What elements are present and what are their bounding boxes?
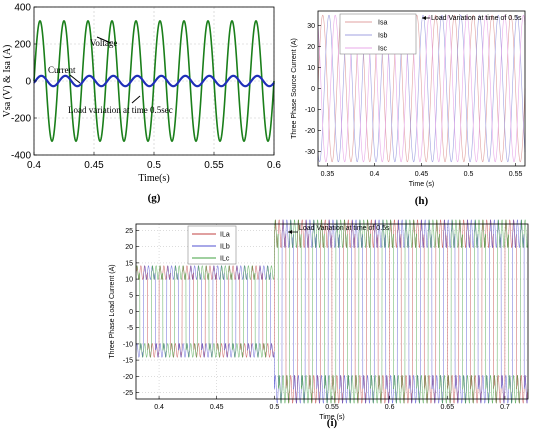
- y-tick-label: -30: [305, 149, 315, 156]
- x-tick-label: 0.55: [325, 404, 339, 411]
- y-tick-label: 30: [307, 23, 315, 30]
- x-tick-label: 0.4: [27, 160, 41, 171]
- voltage-annotation: Voltage: [90, 38, 117, 48]
- current-annotation: Current: [48, 65, 76, 75]
- load-variation-annotation-h: Load Variation at time of 0.5s: [431, 15, 522, 22]
- x-tick-label: 0.6: [267, 160, 281, 171]
- panel-h-legend: Isa Isb Isc: [339, 13, 417, 55]
- y-tick-label: -20: [305, 128, 315, 135]
- legend-label: Isb: [378, 33, 387, 40]
- legend-label: ILb: [220, 244, 230, 251]
- x-tick-label: 0.5: [147, 160, 161, 171]
- y-tick-label: -10: [123, 341, 133, 348]
- x-tick-label: 0.45: [210, 404, 224, 411]
- panel-g-x-ticks: 0.4 0.45 0.5 0.55 0.6: [27, 152, 281, 171]
- panel-g-annotations: Voltage Current Load variation at time 0…: [48, 36, 173, 115]
- legend-label: ILa: [220, 232, 230, 239]
- y-tick-label: 0: [311, 86, 315, 93]
- y-tick-label: 15: [125, 260, 133, 267]
- y-tick-label: 5: [129, 293, 133, 300]
- y-tick-label: -5: [127, 325, 133, 332]
- voltage-arrow: [96, 36, 112, 44]
- y-tick-label: 20: [125, 244, 133, 251]
- y-tick-label: -10: [305, 107, 315, 114]
- legend-label: ILc: [220, 256, 230, 263]
- panel-g-y-ticks: 400 200 0 -200 -400: [11, 3, 37, 162]
- y-tick-label: -20: [123, 374, 133, 381]
- y-tick-label: 20: [307, 44, 315, 51]
- load-variation-annotation-i: Load Variation at time of 0.5s: [299, 225, 390, 232]
- panel-h-label: (h): [415, 195, 429, 207]
- panel-i-x-ticks: 0.4 0.45 0.5 0.55 0.6 0.65 0.7: [154, 396, 510, 411]
- series-line-isb: [317, 14, 526, 163]
- x-tick-label: 0.35: [321, 171, 335, 178]
- panel-i-y-axis-label: Three Phase Load Current (A): [109, 264, 116, 358]
- load-variation-annotation-g: Load variation at time 0.5sec: [68, 105, 173, 115]
- load-variation-arrowhead-h: [422, 16, 426, 20]
- y-tick-label: -15: [123, 358, 133, 365]
- panel-g-y-axis-label: Vsa (V) & Isa (A): [2, 45, 13, 118]
- legend-label: Isa: [378, 20, 387, 27]
- x-tick-label: 0.7: [500, 404, 510, 411]
- panel-i-x-axis-label: Time (s): [319, 414, 344, 421]
- panel-h-annotations: Load Variation at time of 0.5s: [422, 15, 522, 22]
- x-tick-label: 0.5: [269, 404, 279, 411]
- current-arrow: [69, 74, 81, 84]
- panel-i: 0.4 0.45 0.5 0.55 0.6 0.65 0.7 25 20 15 10 5 0 -5 -10…: [109, 218, 529, 429]
- series-line-isa: [317, 14, 526, 163]
- panel-i-y-ticks: 25 20 15 10 5 0 -5 -10 -15 -20 -25: [123, 228, 139, 397]
- legend-box: [339, 13, 417, 55]
- x-tick-label: 0.55: [204, 160, 224, 171]
- panel-h-y-axis-label: Three Phase Source Current (A): [291, 38, 298, 139]
- panel-h-x-axis-label: Time (s): [409, 181, 434, 188]
- panel-g: 0.4 0.45 0.5 0.55 0.6 400 200 0 -200 -400 Time(s…: [2, 3, 281, 205]
- panel-g-x-axis-label: Time(s): [138, 173, 169, 184]
- load-variation-arrowhead-i: [288, 230, 292, 234]
- series-line-ilc: [135, 218, 529, 405]
- y-tick-label: 400: [14, 3, 31, 14]
- panel-g-label: (g): [148, 192, 161, 204]
- y-tick-label: 25: [125, 228, 133, 235]
- x-tick-label: 0.45: [415, 171, 429, 178]
- y-tick-label: -25: [123, 390, 133, 397]
- series-line-current: [33, 74, 275, 88]
- x-tick-label: 0.65: [440, 404, 454, 411]
- x-tick-label: 0.45: [84, 160, 104, 171]
- panel-g-series: [33, 19, 275, 143]
- y-tick-label: 0: [25, 77, 31, 88]
- y-tick-label: -400: [11, 151, 31, 162]
- x-tick-label: 0.6: [385, 404, 395, 411]
- y-tick-label: -200: [11, 114, 31, 125]
- panel-h-y-ticks: 30 20 10 0 -10 -20 -30: [305, 23, 321, 156]
- y-tick-label: 200: [14, 40, 31, 51]
- panel-i-legend: ILa ILb ILc: [187, 225, 237, 265]
- y-tick-label: 10: [307, 65, 315, 72]
- legend-label: Isc: [378, 46, 387, 53]
- load-variation-arrow-g: [131, 95, 141, 104]
- panel-i-annotations: Load Variation at time of 0.5s: [288, 225, 390, 234]
- x-tick-label: 0.4: [154, 404, 164, 411]
- panel-i-series: [135, 218, 529, 405]
- y-tick-label: 0: [129, 309, 133, 316]
- panel-i-label: (i): [327, 417, 338, 429]
- panel-h-x-ticks: 0.35 0.4 0.45 0.5 0.55: [321, 163, 523, 178]
- x-tick-label: 0.5: [464, 171, 474, 178]
- y-tick-label: 10: [125, 277, 133, 284]
- x-tick-label: 0.55: [509, 171, 523, 178]
- panel-h: 0.35 0.4 0.45 0.5 0.55 30 20 10 0 -10 -20 -30 Time…: [291, 10, 526, 207]
- x-tick-label: 0.4: [370, 171, 380, 178]
